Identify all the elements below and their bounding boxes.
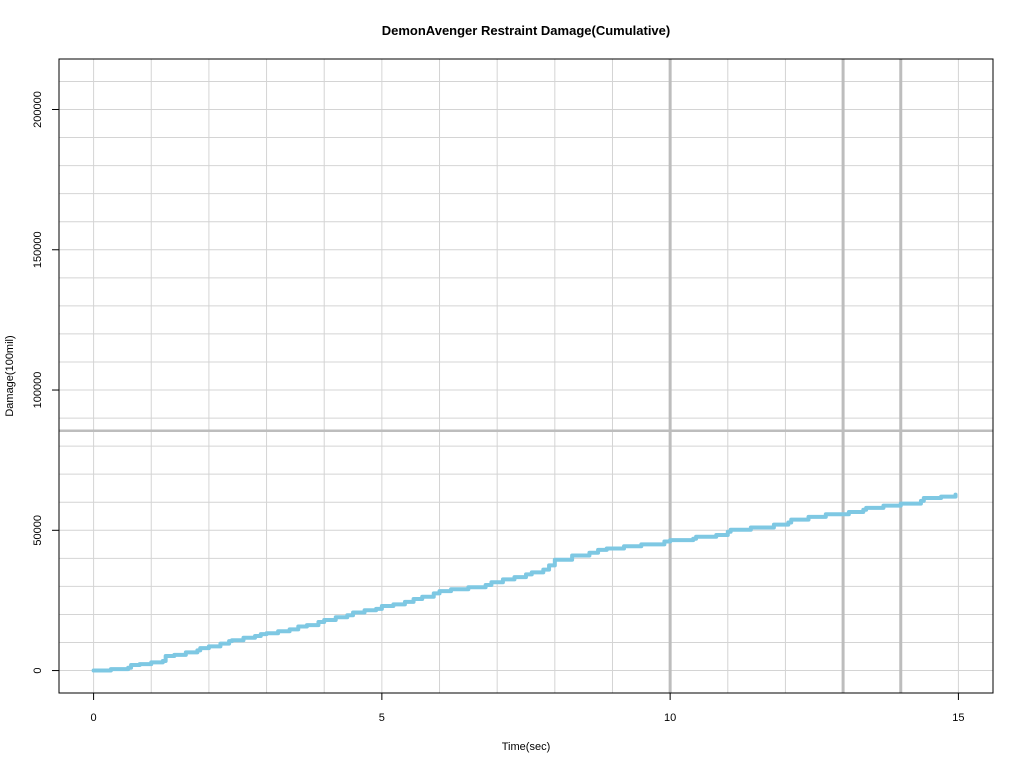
reference-lines [59,59,993,693]
minor-grid [59,59,993,693]
chart-title: DemonAvenger Restraint Damage(Cumulative… [382,23,670,38]
series-line [91,492,958,673]
x-tick-label: 5 [379,712,385,724]
y-tick-label: 150000 [32,231,44,268]
y-tick-label: 50000 [32,515,44,546]
y-tick-label: 200000 [32,91,44,128]
y-axis: 0 50000 100000 150000 200000 [32,91,60,674]
x-tick-label: 10 [664,712,676,724]
plot-frame [58,58,994,694]
y-tick-label: 0 [32,667,44,673]
y-tick-label: 100000 [32,372,44,409]
x-tick-label: 15 [952,712,964,724]
y-axis-label: Damage(100mil) [4,335,16,416]
series-layer [91,492,958,673]
x-axis-label: Time(sec) [502,741,550,753]
x-axis: 0 5 10 15 [91,692,965,724]
x-tick-label: 0 [91,712,97,724]
